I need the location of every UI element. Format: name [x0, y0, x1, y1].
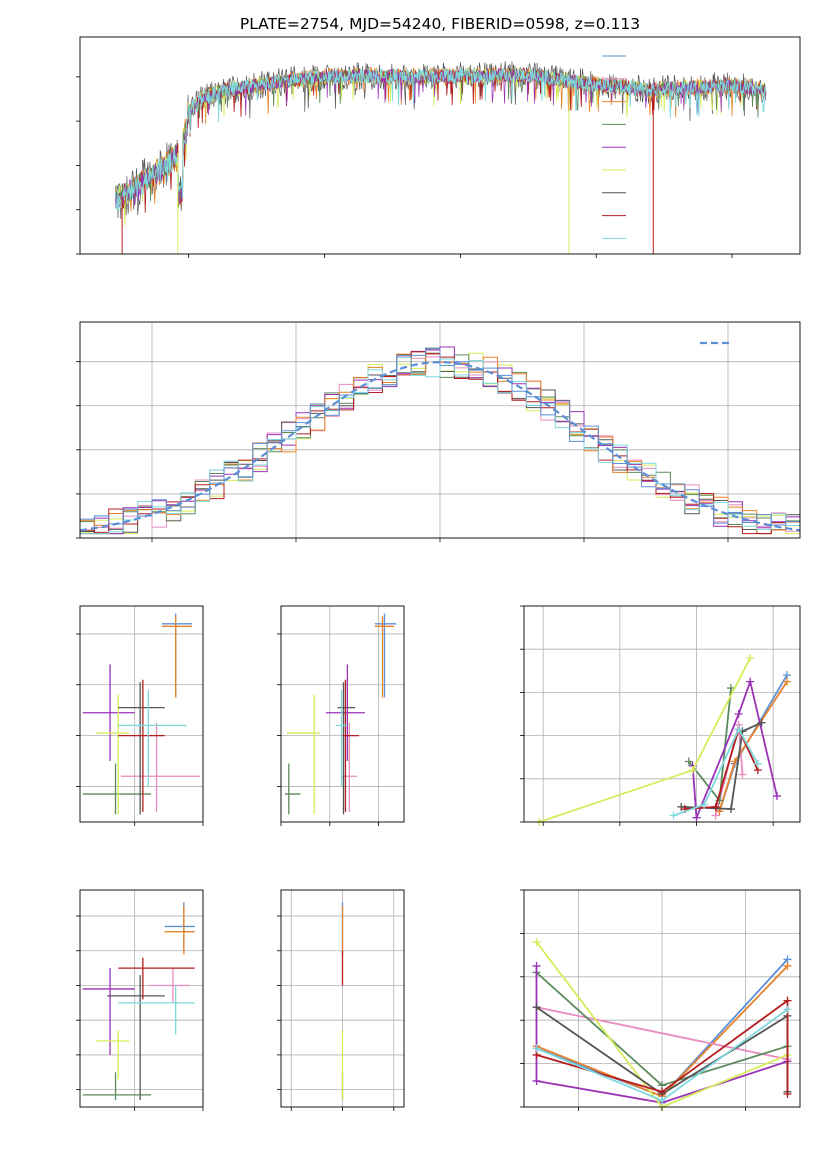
- chart-weight_vs_z: [520, 889, 801, 1111]
- weight-marker: [783, 996, 792, 1005]
- weight-line-salpeter_miles: [536, 1006, 788, 1061]
- weight-marker: [757, 718, 766, 727]
- axes-frame: [523, 605, 801, 823]
- plot-area-weight_vs_age: [535, 653, 791, 826]
- axes-frame: [280, 889, 405, 1108]
- weight-line-salpeter_elodie: [691, 678, 778, 819]
- weight-marker: [738, 770, 747, 779]
- weight-line-salpeter_stelib: [536, 998, 789, 1094]
- weight-marker: [783, 1089, 792, 1098]
- weight-marker: [532, 1003, 541, 1012]
- plot-area-weight_vs_z: [532, 938, 792, 1111]
- weight-marker: [684, 757, 693, 766]
- histogram-chabrier_miles: [80, 348, 800, 526]
- weight-marker: [783, 961, 792, 970]
- figure-title: PLATE=2754, MJD=54240, FIBERID=0598, z=0…: [240, 15, 640, 33]
- chart-age_vs_z: [76, 605, 204, 826]
- axes-frame: [79, 321, 801, 539]
- weight-marker: [688, 766, 697, 775]
- weight-marker: [532, 961, 541, 970]
- axes-frame: [79, 605, 204, 823]
- weight-marker: [734, 725, 743, 734]
- weight-marker: [692, 813, 701, 822]
- weight-marker: [669, 811, 678, 820]
- chart-residual_hist: [76, 321, 801, 542]
- gaussian-curve: [79, 360, 801, 532]
- plot-area-spectrum: [114, 61, 767, 254]
- weight-marker: [782, 677, 791, 686]
- weight-marker: [773, 792, 781, 801]
- weight-line-salpeter_stelib: [684, 726, 759, 810]
- weight-marker: [727, 805, 735, 814]
- axes-frame: [523, 889, 801, 1108]
- chart-spectrum: [76, 36, 801, 258]
- chart-mass_vs_ebv: [277, 889, 405, 1111]
- plot-area-age_vs_mass: [284, 613, 397, 815]
- weight-marker: [753, 759, 762, 768]
- plot-area-age_vs_z: [82, 613, 201, 815]
- chart-age_vs_mass: [277, 605, 405, 826]
- weight-marker: [783, 1005, 792, 1014]
- weight-line-salpeter_elodie: [535, 966, 788, 1104]
- weight-marker: [711, 802, 720, 811]
- axes-frame: [79, 889, 204, 1108]
- weight-marker: [658, 1096, 666, 1105]
- chart-weight_vs_age: [520, 605, 801, 826]
- weight-marker: [700, 800, 709, 809]
- spectrum-kroupa_stelib: [114, 66, 767, 212]
- weight-marker: [658, 1087, 666, 1096]
- weight-marker: [746, 653, 755, 662]
- plot-area-residual_hist: [79, 346, 801, 535]
- axes-frame: [280, 605, 405, 823]
- weight-marker: [532, 1076, 541, 1085]
- weight-marker: [532, 938, 541, 947]
- weight-marker: [532, 1044, 541, 1053]
- plot-area-mass_vs_z: [82, 902, 195, 1101]
- weight-line-kroupa_stelib: [673, 727, 759, 817]
- weight-marker: [711, 811, 720, 820]
- weight-marker: [734, 710, 743, 718]
- chart-mass_vs_z: [76, 889, 204, 1111]
- weight-marker: [746, 677, 755, 686]
- legend-spectrum: [602, 55, 626, 239]
- weight-marker: [727, 684, 735, 693]
- axes-frame: [79, 36, 801, 255]
